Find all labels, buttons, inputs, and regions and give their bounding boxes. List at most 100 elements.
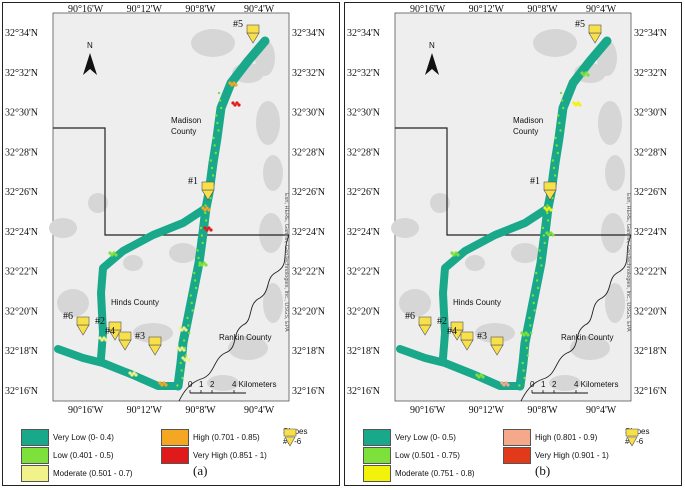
scale-label: 0 [530,380,535,389]
lat-tick-label-left: 32°16'N [5,386,38,397]
legend-swatch [503,447,531,464]
lat-tick-label-left: 32°32'N [347,68,380,79]
scale-label: 4 Kilometers [574,380,618,389]
lat-tick-label-right: 32°20'N [292,306,325,317]
hazard-spot [475,373,479,377]
hazard-spot [132,371,136,375]
hazard-spot [218,99,222,102]
urban-area [169,243,197,263]
hazard-spot [521,361,524,365]
legend-b: Very Low (0- 0.5) Low (0.501 - 0.75) Moder… [345,421,681,485]
hazard-spot [220,106,223,110]
slope-pin-icon [118,331,132,351]
hazard-spot [203,226,207,230]
slope-label: #6 [405,311,415,322]
hazard-spot [176,384,179,387]
lat-tick-label-right: 32°34'N [292,28,325,39]
hazard-spot [562,106,565,110]
hazard-spot [456,253,460,257]
hazard-spot [543,241,546,245]
hazard-spot [230,83,234,87]
lat-tick-label-left: 32°20'N [347,306,380,317]
urban-area [465,255,485,271]
lat-tick-label-right: 32°34'N [634,28,667,39]
urban-area [570,336,610,360]
urban-area [133,323,173,343]
hazard-spot [178,348,182,352]
hazard-spot [549,231,553,235]
lon-tick-label-bottom: 90°12'W [127,405,163,416]
hazard-spot [201,241,204,245]
lat-tick-label-left: 32°34'N [347,28,380,39]
hazard-spot [160,383,164,387]
slope-label: #3 [135,331,145,342]
lat-tick-label-right: 32°30'N [634,108,667,119]
slope-label: #4 [447,326,457,337]
hazard-spot [191,309,194,312]
hazard-spot [526,333,530,337]
legend-swatch [363,447,391,464]
hazard-spot [500,381,504,385]
hazard-spot [556,151,559,155]
urban-area [601,213,625,253]
hazard-spot [454,251,458,255]
slope-pin-icon [450,321,464,341]
lon-tick-label-bottom: 90°8'W [185,405,216,416]
urban-area [123,255,143,271]
urban-area [263,283,283,323]
lat-tick-label-right: 32°30'N [292,108,325,119]
hazard-spot [551,233,555,237]
hazard-spot [559,91,563,95]
north-label: N [87,41,93,50]
lat-tick-label-left: 32°22'N [5,267,38,278]
county-boundary [395,127,631,236]
hazard-spot [108,251,112,255]
lat-tick-label-left: 32°26'N [5,187,38,198]
lat-tick-label-right: 32°20'N [634,306,667,317]
map-a: 32°34'N 32°34'N 32°32'N 32°32'N 32°30'N 32°30… [5,4,325,416]
hazard-spot [190,301,193,305]
hazard-spot [100,338,104,342]
hazard-spot [204,219,208,222]
legend-item: High (0.701 - 0.85) [161,429,260,446]
hazard-spot [112,251,116,255]
legend-swatch [21,447,49,464]
hazard-spot [204,204,207,207]
hazard-spot [199,226,203,230]
hazard-spot [228,81,232,85]
hazard-spot [557,114,560,117]
hazard-spot [196,249,199,252]
scale-label: 0 [188,380,193,389]
hazard-spot [231,101,235,105]
hazard-spot [524,339,528,342]
hazard-spot [215,114,218,117]
county-boundary [53,127,289,236]
slope-pin-icon [246,24,260,44]
slope-label: #1 [188,176,198,187]
hazard-spot [528,316,531,320]
slope-label: #5 [233,19,243,30]
lat-tick-label-left: 32°18'N [5,346,38,357]
legend-label: Very Low (0- 0.5) [395,433,456,442]
hazard-spot [560,99,564,102]
legend-item: Very Low (0- 0.4) [21,429,114,446]
river-boundary [520,234,632,402]
legend-label: Moderate (0.501 - 0.7) [53,469,133,478]
hazard-spot [584,71,588,75]
lat-tick-label-right: 32°26'N [292,187,325,198]
lon-tick-label-bottom: 90°4'W [244,405,275,416]
hazard-spot [186,316,189,320]
hazard-spot [204,211,207,215]
slope-pin-icon [418,316,432,336]
hazard-spot [182,339,186,342]
hazard-spot [546,219,550,222]
hazard-spot [193,271,196,275]
lat-tick-label-left: 32°24'N [347,227,380,238]
hazard-spot [540,264,543,267]
hazard-spot [185,356,189,360]
legend-item: Low (0.501 - 0.75) [363,447,460,464]
legend-swatch [363,465,391,482]
slope-pin-icon [490,336,504,356]
legend-label: Very High (0.901 - 1) [535,451,609,460]
map-b: 32°34'N 32°34'N 32°32'N 32°32'N 32°30'N 32°30… [347,4,667,416]
